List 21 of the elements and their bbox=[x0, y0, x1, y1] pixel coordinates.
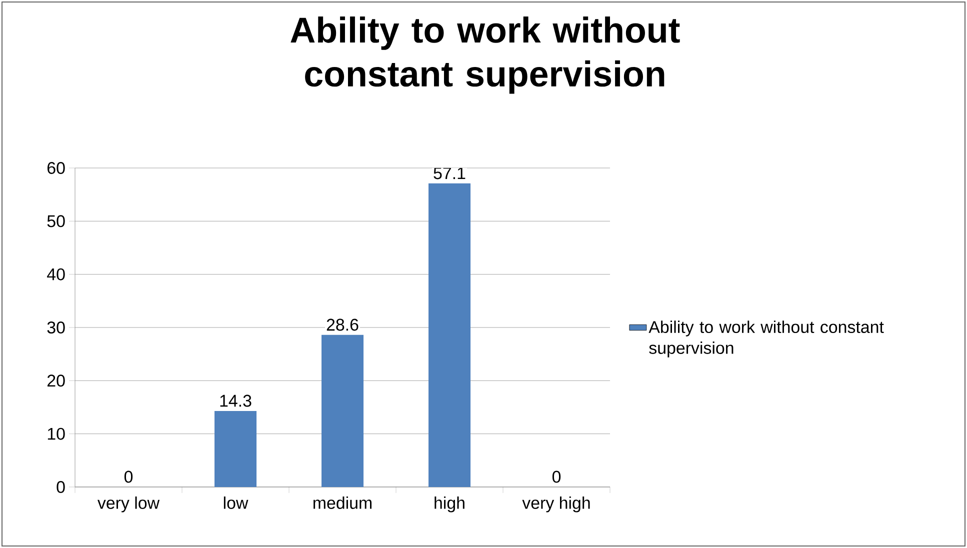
chart-title: Ability to work without constant supervision bbox=[290, 16, 680, 94]
data-label: 0 bbox=[552, 470, 561, 483]
x-tick-label: very low bbox=[98, 496, 160, 512]
x-tick-label: medium bbox=[314, 496, 372, 509]
y-tick-label: 40 bbox=[47, 268, 65, 280]
bar bbox=[322, 334, 364, 487]
y-tick-label: 30 bbox=[47, 321, 65, 334]
x-tick-label: very high bbox=[522, 496, 590, 512]
y-tick-label: 0 bbox=[56, 480, 65, 493]
data-label: 28.6 bbox=[326, 318, 358, 331]
x-tick-label: high bbox=[434, 496, 464, 512]
bar bbox=[214, 410, 257, 487]
y-tick-label: 50 bbox=[47, 215, 65, 228]
y-tick-label: 20 bbox=[48, 374, 65, 387]
y-tick-label: 10 bbox=[48, 428, 65, 440]
data-label: 14.3 bbox=[220, 394, 252, 407]
x-tick-label: low bbox=[224, 496, 248, 509]
data-label: 0 bbox=[124, 470, 133, 483]
y-tick-label: 60 bbox=[48, 162, 65, 174]
legend-label: Ability to work without constant supervision bbox=[648, 320, 884, 358]
bar bbox=[428, 183, 471, 487]
